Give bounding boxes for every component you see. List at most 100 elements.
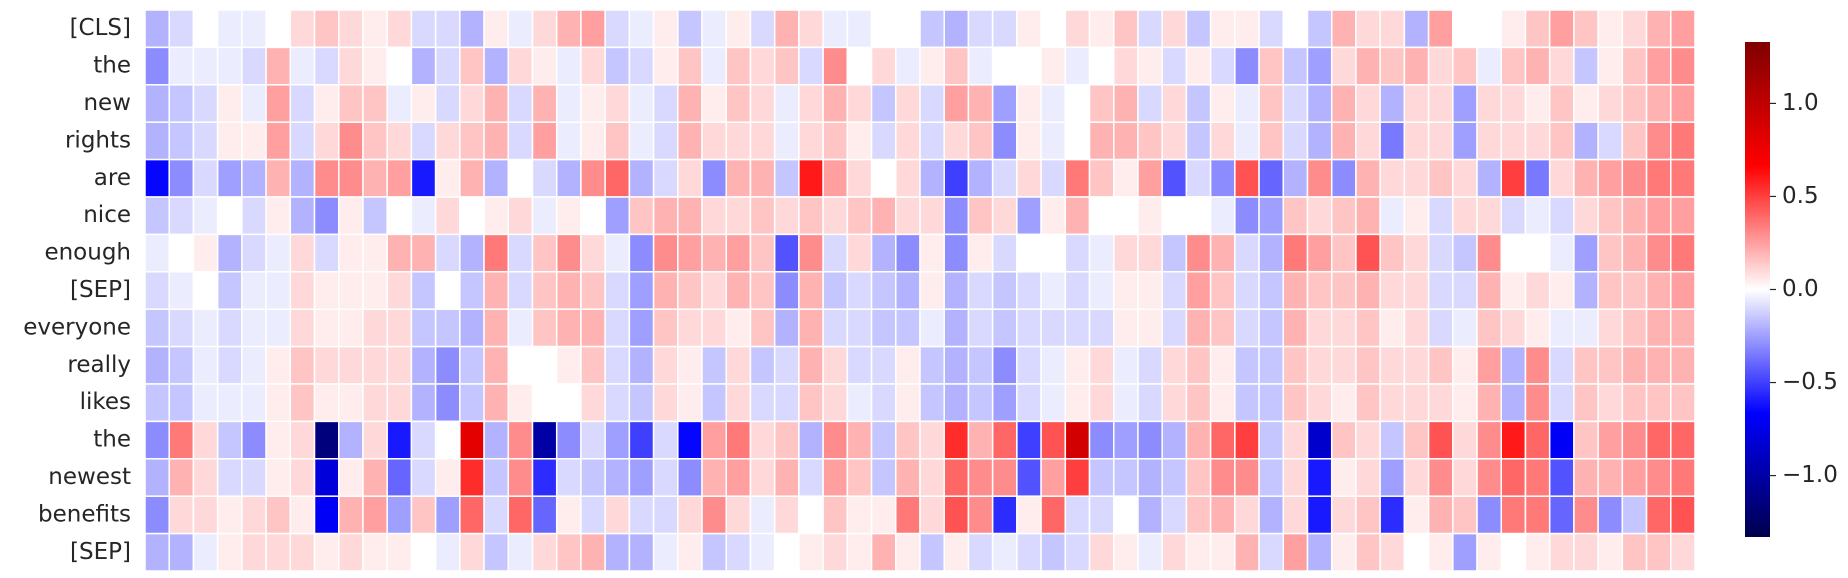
heatmap-cell bbox=[1016, 383, 1042, 423]
heatmap-cell bbox=[1234, 420, 1260, 460]
heatmap-cell bbox=[313, 9, 340, 49]
row-label: new bbox=[83, 90, 131, 116]
heatmap-cell bbox=[192, 532, 219, 572]
heatmap-cell bbox=[1452, 233, 1478, 273]
heatmap-cell bbox=[1185, 458, 1212, 497]
heatmap-cell bbox=[1524, 196, 1551, 236]
heatmap-cell bbox=[1234, 383, 1260, 423]
heatmap-cell bbox=[1573, 46, 1599, 86]
heatmap-cell bbox=[1524, 308, 1551, 348]
heatmap-cell bbox=[677, 420, 703, 460]
heatmap-cell bbox=[338, 233, 364, 273]
heatmap-cell bbox=[652, 308, 679, 348]
heatmap-cell bbox=[1452, 495, 1478, 535]
heatmap-cell bbox=[870, 46, 897, 86]
heatmap-cell bbox=[531, 532, 558, 572]
heatmap-cell bbox=[434, 420, 461, 460]
heatmap-cell bbox=[216, 233, 243, 273]
heatmap-cell bbox=[604, 345, 631, 385]
heatmap-cell bbox=[895, 84, 921, 123]
heatmap-cell bbox=[1355, 495, 1381, 535]
heatmap-cell bbox=[846, 458, 873, 497]
heatmap-cell bbox=[362, 158, 388, 198]
heatmap-cell bbox=[1064, 121, 1091, 161]
heatmap-cell bbox=[1427, 532, 1454, 572]
heatmap-cell bbox=[1427, 345, 1454, 385]
heatmap-cell bbox=[895, 233, 921, 273]
heatmap-cell bbox=[1452, 383, 1478, 423]
heatmap-cell bbox=[1573, 308, 1599, 348]
heatmap-cell bbox=[652, 233, 679, 273]
heatmap-cell bbox=[168, 495, 195, 535]
heatmap-cell bbox=[483, 458, 510, 497]
heatmap-cell bbox=[604, 121, 631, 161]
heatmap-cell bbox=[967, 196, 994, 236]
heatmap-cell bbox=[1403, 308, 1430, 348]
heatmap-cell bbox=[895, 345, 921, 385]
heatmap-cell bbox=[1597, 420, 1624, 460]
heatmap-cell bbox=[1088, 46, 1115, 86]
heatmap-cell bbox=[1016, 84, 1042, 123]
heatmap-cell bbox=[192, 271, 219, 310]
heatmap-cell bbox=[1088, 158, 1115, 198]
heatmap-cell bbox=[1330, 308, 1357, 348]
heatmap-cell bbox=[870, 121, 897, 161]
heatmap-cell bbox=[580, 420, 606, 460]
heatmap-cell bbox=[1670, 196, 1696, 236]
heatmap-cell bbox=[1161, 84, 1188, 123]
row-label: [SEP] bbox=[70, 539, 131, 565]
heatmap-cell bbox=[1016, 345, 1042, 385]
heatmap-cell bbox=[1403, 196, 1430, 236]
heatmap-cell bbox=[967, 121, 994, 161]
heatmap-cell bbox=[773, 271, 800, 310]
heatmap-cell bbox=[822, 46, 849, 86]
heatmap-cell bbox=[1379, 46, 1406, 86]
heatmap-cell bbox=[1573, 532, 1599, 572]
heatmap-cell bbox=[555, 532, 582, 572]
heatmap-cell bbox=[991, 121, 1018, 161]
heatmap-cell bbox=[1403, 271, 1430, 310]
heatmap-cell bbox=[338, 308, 364, 348]
heatmap-cell bbox=[652, 271, 679, 310]
heatmap-cell bbox=[362, 84, 388, 123]
heatmap-cell bbox=[749, 9, 776, 49]
heatmap-cell bbox=[362, 420, 388, 460]
heatmap-cell bbox=[289, 532, 316, 572]
heatmap-cell bbox=[919, 233, 945, 273]
heatmap-cell bbox=[749, 158, 776, 198]
heatmap-cell bbox=[531, 495, 558, 535]
heatmap-cell bbox=[822, 532, 849, 572]
heatmap-cell bbox=[1258, 532, 1285, 572]
heatmap-cell bbox=[313, 420, 340, 460]
heatmap-cell bbox=[701, 121, 727, 161]
heatmap-cell bbox=[241, 495, 267, 535]
heatmap-cell bbox=[362, 308, 388, 348]
heatmap-cell bbox=[919, 158, 945, 198]
heatmap-cell bbox=[1088, 383, 1115, 423]
heatmap-cell bbox=[652, 532, 679, 572]
heatmap-cell bbox=[410, 458, 437, 497]
heatmap-cell bbox=[1645, 458, 1672, 497]
heatmap-cell bbox=[967, 271, 994, 310]
heatmap-cell bbox=[1209, 345, 1236, 385]
heatmap-cell bbox=[1185, 9, 1212, 49]
heatmap-cell bbox=[1209, 158, 1236, 198]
heatmap-cell bbox=[1573, 383, 1599, 423]
heatmap-cell bbox=[144, 345, 170, 385]
heatmap-cell bbox=[313, 345, 340, 385]
heatmap-cell bbox=[1670, 345, 1696, 385]
heatmap-cell bbox=[846, 532, 873, 572]
heatmap-cell bbox=[1379, 458, 1406, 497]
heatmap-cell bbox=[386, 84, 413, 123]
heatmap-cell bbox=[144, 458, 170, 497]
heatmap-cell bbox=[1330, 84, 1357, 123]
heatmap-cell bbox=[1427, 233, 1454, 273]
row-label: rights bbox=[65, 127, 131, 153]
heatmap-cell bbox=[555, 420, 582, 460]
heatmap-cell bbox=[725, 121, 752, 161]
heatmap-cell bbox=[1355, 271, 1381, 310]
heatmap-cell bbox=[1234, 495, 1260, 535]
heatmap-cell bbox=[192, 420, 219, 460]
heatmap-cell bbox=[1040, 158, 1067, 198]
heatmap-cell bbox=[1427, 158, 1454, 198]
